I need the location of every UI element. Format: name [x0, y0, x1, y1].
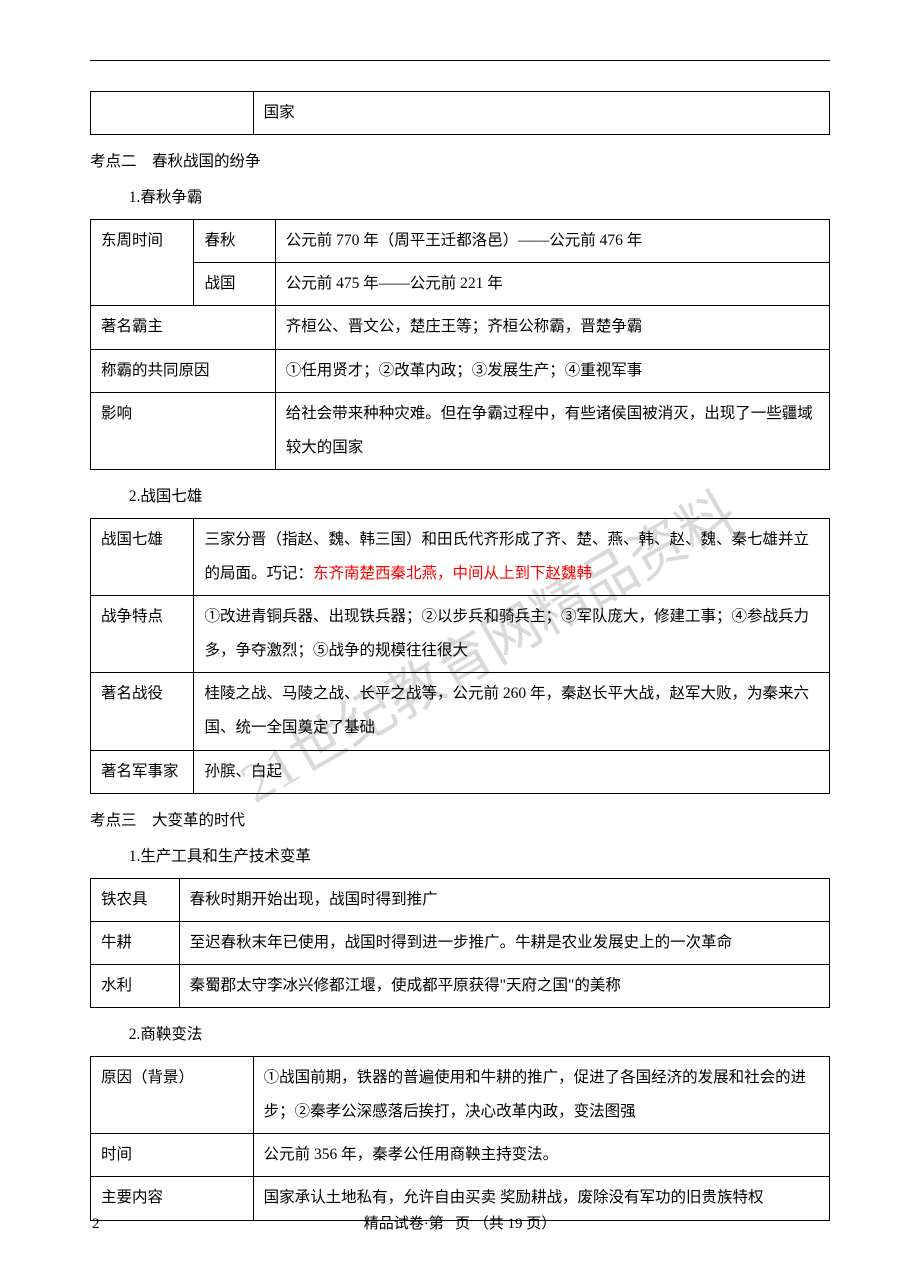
cell: 战国 [194, 263, 275, 306]
cell: 牛耕 [91, 921, 180, 964]
table-spring-autumn: 东周时间 春秋 公元前 770 年（周平王迁都洛邑）——公元前 476 年 战国… [90, 219, 830, 470]
top-table: 国家 [90, 91, 830, 135]
mnemonic-red: 东齐南楚西秦北燕，中间从上到下赵魏韩 [313, 565, 592, 582]
table-shangyang: 原因（背景） ①战国前期，铁器的普遍使用和牛耕的推广，促进了各国经济的发展和社会… [90, 1056, 830, 1220]
cell: 影响 [91, 392, 276, 469]
table-warring-states: 战国七雄 三家分晋（指赵、魏、韩三国）和田氏代齐形成了齐、楚、燕、韩、赵、魏、秦… [90, 518, 830, 794]
cell: 公元前 770 年（周平王迁都洛邑）——公元前 476 年 [275, 220, 829, 263]
section-3-sub2: 2.商鞅变法 [90, 1018, 830, 1052]
section-2-sub1: 1.春秋争霸 [90, 181, 830, 215]
cell: 著名军事家 [91, 750, 194, 793]
cell: 主要内容 [91, 1177, 254, 1220]
section-3-sub1: 1.生产工具和生产技术变革 [90, 840, 830, 874]
cell: 原因（背景） [91, 1057, 254, 1134]
cell: 春秋时期开始出现，战国时得到推广 [179, 878, 829, 921]
cell: 公元前 356 年，秦孝公任用商鞅主持变法。 [253, 1134, 829, 1177]
cell: ①战国前期，铁器的普遍使用和牛耕的推广，促进了各国经济的发展和社会的进步；②秦孝… [253, 1057, 829, 1134]
cell: ①任用贤才；②改革内政；③发展生产；④重视军事 [275, 349, 829, 392]
cell: 至迟春秋末年已使用，战国时得到进一步推广。牛耕是农业发展史上的一次革命 [179, 921, 829, 964]
section-2-sub2: 2.战国七雄 [90, 480, 830, 514]
cell: 战争特点 [91, 596, 194, 673]
cell: 东周时间 [91, 220, 194, 306]
cell: 水利 [91, 964, 180, 1007]
cell: 时间 [91, 1134, 254, 1177]
cell: 春秋 [194, 220, 275, 263]
section-3-title: 考点三 大变革的时代 [90, 804, 830, 838]
cell: 国家 [253, 92, 829, 135]
section-2-title: 考点二 春秋战国的纷争 [90, 145, 830, 179]
cell: 著名霸主 [91, 306, 276, 349]
cell: 铁农具 [91, 878, 180, 921]
cell: 国家承认土地私有，允许自由买卖 奖励耕战，废除没有军功的旧贵族特权 [253, 1177, 829, 1220]
cell: 给社会带来种种灾难。但在争霸过程中，有些诸侯国被消灭，出现了一些疆域较大的国家 [275, 392, 829, 469]
cell: 公元前 475 年——公元前 221 年 [275, 263, 829, 306]
cell: 秦蜀郡太守李冰兴修都江堰，使成都平原获得"天府之国"的美称 [179, 964, 829, 1007]
cell: 三家分晋（指赵、魏、韩三国）和田氏代齐形成了齐、楚、燕、韩、赵、魏、秦七雄并立的… [194, 518, 830, 595]
table-tools: 铁农具 春秋时期开始出现，战国时得到推广 牛耕 至迟春秋末年已使用，战国时得到进… [90, 878, 830, 1008]
cell: ①改进青铜兵器、出现铁兵器；②以步兵和骑兵主；③军队庞大，修建工事；④参战兵力多… [194, 596, 830, 673]
cell: 称霸的共同原因 [91, 349, 276, 392]
cell: 孙膑、白起 [194, 750, 830, 793]
top-rule [90, 60, 830, 61]
cell: 桂陵之战、马陵之战、长平之战等，公元前 260 年，秦赵长平大战，赵军大败，为秦… [194, 673, 830, 750]
cell [91, 92, 254, 135]
cell: 著名战役 [91, 673, 194, 750]
cell: 战国七雄 [91, 518, 194, 595]
cell: 齐桓公、晋文公，楚庄王等；齐桓公称霸，晋楚争霸 [275, 306, 829, 349]
